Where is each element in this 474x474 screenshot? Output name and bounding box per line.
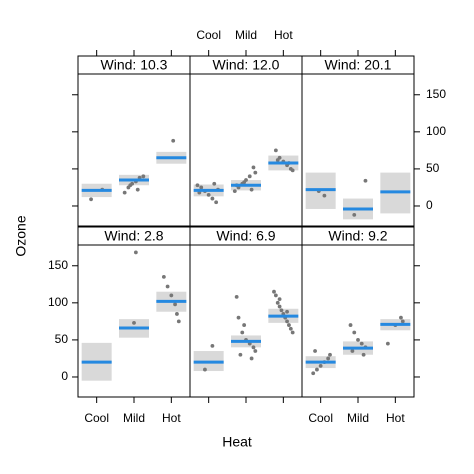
x-tick-label: Hot	[386, 411, 405, 425]
point	[135, 187, 140, 192]
point	[290, 330, 295, 335]
strip-title: Wind: 6.9	[216, 228, 275, 244]
y-tick-label: 150	[48, 258, 68, 272]
point	[288, 326, 293, 331]
point	[199, 185, 204, 190]
point	[175, 312, 179, 316]
point	[350, 349, 355, 353]
y-tick-label: 50	[426, 161, 440, 175]
x-tick-label: Mild	[123, 411, 145, 425]
point	[275, 158, 280, 162]
y-axis-title: Ozone	[13, 215, 29, 256]
x-tick-label: Mild	[347, 411, 369, 425]
point	[238, 352, 243, 357]
point	[249, 187, 254, 192]
point	[285, 309, 289, 314]
panel-frame	[189, 73, 303, 227]
strip-title: Wind: 9.2	[328, 228, 387, 244]
point	[352, 330, 357, 335]
point	[400, 319, 405, 324]
point	[326, 356, 331, 361]
x-tick-label: Hot	[162, 411, 181, 425]
point	[277, 297, 282, 302]
point	[356, 338, 360, 342]
point	[273, 293, 278, 298]
point	[348, 323, 353, 327]
point	[128, 183, 133, 188]
point	[240, 330, 245, 335]
point	[247, 174, 252, 179]
strip-title: Wind: 2.8	[104, 228, 163, 244]
point	[315, 367, 319, 372]
point	[176, 319, 181, 324]
point	[287, 323, 291, 327]
point	[251, 165, 256, 170]
point	[253, 349, 258, 353]
strip-title: Wind: 10.3	[101, 57, 168, 73]
y-tick-label: 100	[48, 295, 68, 309]
point	[89, 197, 93, 202]
x-tick-label: Mild	[235, 28, 257, 42]
point	[203, 367, 207, 372]
point	[399, 315, 403, 320]
point	[210, 196, 215, 201]
point	[212, 181, 217, 186]
y-tick-label: 0	[61, 369, 68, 383]
point	[206, 192, 211, 197]
strip-title: Wind: 12.0	[213, 57, 280, 73]
point	[242, 180, 247, 185]
point	[169, 293, 174, 298]
panel-frame	[77, 73, 191, 227]
point	[165, 284, 170, 289]
strip-title: Wind: 20.1	[325, 57, 392, 73]
point	[249, 356, 254, 361]
point	[195, 183, 200, 188]
x-tick-label: Hot	[274, 28, 293, 42]
point	[272, 289, 276, 294]
point	[311, 371, 316, 376]
point	[385, 341, 390, 346]
point	[273, 148, 278, 153]
point	[232, 189, 237, 194]
point	[322, 193, 327, 198]
point	[279, 308, 284, 313]
x-axis-title: Heat	[222, 434, 252, 450]
point	[214, 200, 219, 205]
point	[277, 304, 282, 309]
x-tick-label: Cool	[84, 411, 109, 425]
point	[141, 174, 146, 179]
point	[161, 274, 166, 279]
x-tick-label: Cool	[308, 411, 333, 425]
point	[275, 300, 280, 305]
point	[132, 320, 136, 325]
point	[359, 341, 364, 346]
point	[318, 363, 323, 368]
point	[251, 345, 256, 350]
point	[313, 349, 317, 353]
point	[361, 352, 366, 357]
point	[210, 343, 215, 348]
y-tick-label: 0	[426, 198, 433, 212]
point	[133, 250, 138, 255]
panel-frame	[301, 73, 415, 227]
point	[173, 302, 177, 307]
point	[290, 168, 295, 173]
point	[122, 190, 127, 195]
point	[171, 138, 176, 143]
point	[234, 295, 239, 299]
point	[253, 170, 258, 175]
y-tick-label: 100	[426, 124, 446, 138]
point	[363, 178, 368, 183]
point	[328, 352, 332, 357]
y-tick-label: 150	[426, 87, 446, 101]
point	[236, 315, 241, 320]
point	[285, 319, 289, 324]
point	[242, 323, 247, 327]
y-tick-label: 50	[55, 332, 69, 346]
point	[352, 212, 357, 217]
x-tick-label: Cool	[196, 28, 221, 42]
